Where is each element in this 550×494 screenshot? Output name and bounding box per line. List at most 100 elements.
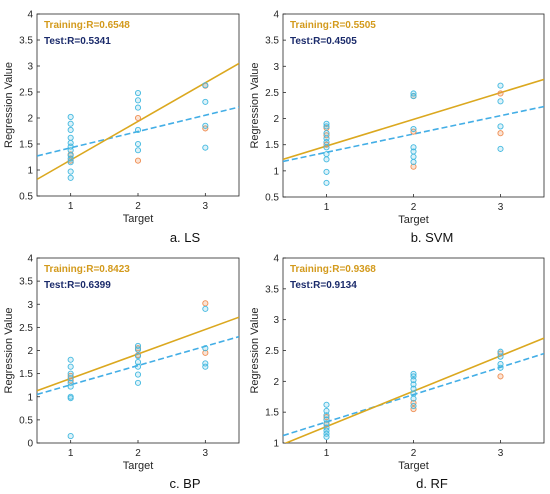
training-point <box>410 163 417 170</box>
y-tick-label: 1.5 <box>19 369 33 380</box>
x-tick-label: 1 <box>324 202 330 213</box>
test-point <box>323 156 330 163</box>
test-point <box>67 152 74 159</box>
test-r-annotation: Test:R=0.6399 <box>44 280 111 291</box>
training-point <box>497 90 504 97</box>
y-tick-label: 3.5 <box>19 36 33 47</box>
y-tick-label: 2.5 <box>19 323 33 334</box>
training-point <box>323 132 330 139</box>
test-point <box>323 120 330 127</box>
training-point <box>497 373 504 380</box>
test-point <box>323 412 330 419</box>
test-point <box>323 427 330 434</box>
caption-d: d. RF <box>416 476 448 491</box>
test-point <box>323 144 330 151</box>
test-point <box>410 370 417 377</box>
x-axis-label: Target <box>398 460 429 472</box>
x-axis-label: Target <box>398 214 429 226</box>
test-point <box>67 139 74 147</box>
y-tick-label: 3 <box>273 62 279 73</box>
test-point <box>323 130 330 137</box>
test-point <box>202 144 209 151</box>
test-point <box>134 359 142 366</box>
x-tick-label: 1 <box>68 201 74 212</box>
x-axis-label: Target <box>123 213 154 225</box>
test-point <box>410 402 417 410</box>
x-tick-label: 3 <box>203 201 209 212</box>
training-r-annotation: Training:R=0.8423 <box>44 264 130 275</box>
test-point <box>323 433 330 440</box>
y-axis-label: Regression Value <box>249 307 261 393</box>
y-tick-label: 1.5 <box>265 408 279 419</box>
test-point <box>134 379 142 386</box>
x-tick-label: 1 <box>324 448 330 459</box>
test-point <box>67 168 74 175</box>
chart-panel-d: 1 1.5 2 2.5 3 3.5 4 1 2 3 Target Regression Value Tr… <box>249 254 545 472</box>
test-point <box>67 155 74 162</box>
x-tick-label: 1 <box>68 448 74 459</box>
y-tick-label: 2 <box>27 346 33 357</box>
y-tick-label: 4 <box>27 10 33 21</box>
y-tick-label: 4 <box>273 254 279 265</box>
y-tick-label: 0 <box>27 439 33 450</box>
test-point <box>323 407 330 414</box>
test-point <box>67 433 74 440</box>
test-point <box>323 179 330 186</box>
training-point <box>497 350 504 357</box>
chart-panel-a: 0.5 1 1.5 2 2.5 3 3.5 4 1 2 3 Target Regression Valu… <box>3 10 240 225</box>
test-point <box>202 305 209 312</box>
test-point <box>202 360 209 367</box>
y-tick-label: 1.5 <box>265 140 279 151</box>
test-fit-line <box>37 106 239 157</box>
test-point <box>134 126 142 134</box>
y-axis-label: Regression Value <box>3 307 15 393</box>
y-tick-label: 1.5 <box>19 140 33 151</box>
y-tick-label: 3.5 <box>19 277 33 288</box>
test-point <box>410 90 417 97</box>
training-r-annotation: Training:R=0.9368 <box>290 264 376 275</box>
test-point <box>323 135 330 142</box>
test-point <box>67 356 74 363</box>
test-point <box>497 145 504 152</box>
test-point <box>134 342 142 349</box>
test-point <box>410 395 417 402</box>
y-axis-label: Regression Value <box>3 62 15 148</box>
x-axis-label: Target <box>123 460 154 472</box>
test-point <box>67 363 74 370</box>
test-point <box>323 424 330 431</box>
y-tick-label: 0.5 <box>19 192 33 203</box>
test-point <box>323 416 330 423</box>
x-tick-label: 3 <box>498 202 504 213</box>
training-point <box>202 300 209 307</box>
test-point <box>323 151 330 158</box>
test-point <box>410 381 417 388</box>
training-point <box>410 399 417 406</box>
test-point <box>410 158 417 166</box>
caption-b: b. SVM <box>410 230 454 245</box>
x-tick-label: 2 <box>411 448 417 459</box>
test-fit-line <box>37 335 239 396</box>
test-point <box>202 82 209 89</box>
y-tick-label: 3.5 <box>265 36 279 47</box>
training-point <box>497 130 504 137</box>
test-point <box>134 363 142 370</box>
x-tick-label: 2 <box>135 201 141 212</box>
training-point <box>134 114 142 122</box>
y-tick-label: 0.5 <box>19 415 33 426</box>
y-tick-label: 4 <box>27 254 33 265</box>
test-point <box>134 104 142 111</box>
test-point <box>67 120 74 127</box>
test-point <box>67 113 74 121</box>
y-tick-label: 1 <box>27 392 33 403</box>
y-tick-label: 3 <box>27 300 33 311</box>
y-tick-label: 2 <box>273 114 279 125</box>
test-point <box>134 97 142 104</box>
test-point <box>202 98 209 105</box>
x-tick-label: 3 <box>203 448 209 459</box>
test-point <box>67 379 74 386</box>
test-point <box>410 125 417 133</box>
test-point <box>410 153 417 160</box>
training-point <box>410 406 417 413</box>
test-point <box>202 345 209 352</box>
